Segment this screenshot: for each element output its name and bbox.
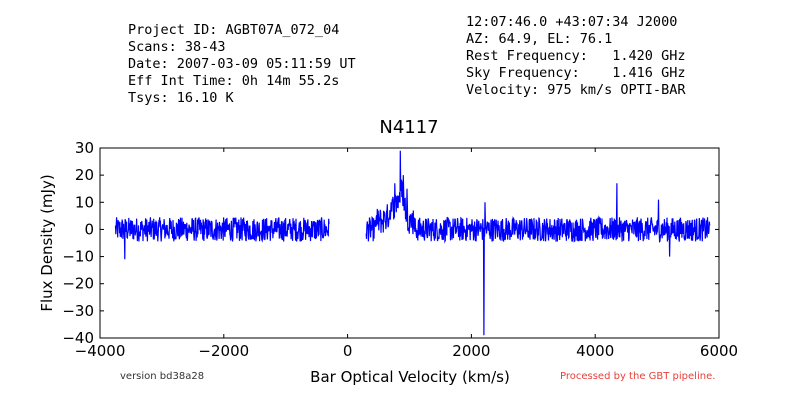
scans-line: Scans: 38-43 [128,39,226,55]
x-tick-label: 2000 [452,342,490,360]
y-tick-label: −20 [62,275,94,293]
x-tick-label: 4000 [576,342,614,360]
pipeline-note: Processed by the GBT pipeline. [560,371,716,382]
y-tick-label: −30 [62,302,94,320]
axis-ticks: −4000 −2000 0 2000 4000 6000 −40 −30 −20 −10 0 10 20… [62,139,738,360]
x-tick-label: −2000 [198,342,249,360]
version-label: version bd38a28 [120,371,205,382]
y-tick-label: −10 [62,248,94,266]
rest-frequency-line: Rest Frequency: 1.420 GHz [466,48,686,64]
y-tick-label: −40 [62,329,94,347]
header-right-block: 12:07:46.0 +43:07:34 J2000 AZ: 64.9, EL:… [466,14,685,99]
y-axis-label: Flux Density (mJy) [38,174,56,311]
x-axis-label: Bar Optical Velocity (km/s) [310,368,510,386]
x-tick-label: 0 [343,342,353,360]
date-line: Date: 2007-03-09 05:11:59 UT [128,56,356,72]
header-left-block: Project ID: AGBT07A_072_04 Scans: 38-43 … [128,22,356,107]
x-tick-label: 6000 [700,342,738,360]
y-tick-label: 30 [75,139,94,157]
x-tick-label: −4000 [75,342,126,360]
eff-int-time-line: Eff Int Time: 0h 14m 55.2s [128,73,340,89]
plot-area [114,150,711,336]
y-tick-label: 20 [75,166,94,184]
y-tick-label: 10 [75,193,94,211]
tsys-line: Tsys: 16.10 K [128,90,234,106]
spectrum-series-line [365,150,711,336]
spectrum-series-line [114,217,330,260]
coordinates-line: 12:07:46.0 +43:07:34 J2000 [466,14,678,30]
chart-title: N4117 [379,117,438,138]
sky-frequency-line: Sky Frequency: 1.416 GHz [466,65,686,81]
y-tick-label: 0 [84,220,94,238]
velocity-line: Velocity: 975 km/s OPTI-BAR [466,82,686,98]
plot-frame [99,147,720,339]
az-el-line: AZ: 64.9, EL: 76.1 [466,31,613,47]
project-id-line: Project ID: AGBT07A_072_04 [128,22,340,38]
